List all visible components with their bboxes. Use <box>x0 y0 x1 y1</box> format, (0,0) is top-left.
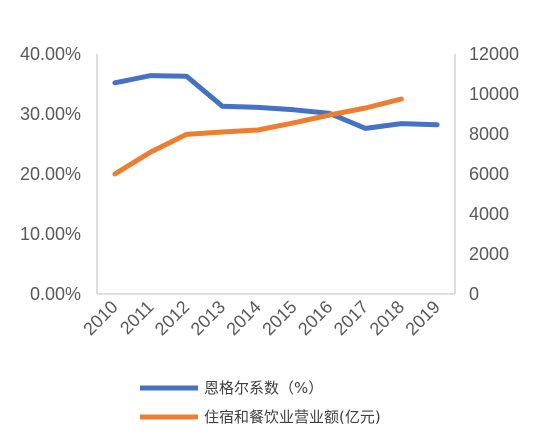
data-point-series-1 <box>365 107 366 109</box>
data-point-series-1 <box>329 114 331 116</box>
data-point-series-1 <box>150 151 152 153</box>
data-point-series-0 <box>293 109 295 111</box>
right-tick-label: 10000 <box>469 84 519 104</box>
data-point-series-0 <box>221 105 223 107</box>
data-point-series-1 <box>400 98 402 100</box>
series-line-0 <box>112 73 440 131</box>
left-tick-labels: 0.00% 10.00% 20.00% 30.00% 40.00% <box>20 44 81 304</box>
left-tick-label: 10.00% <box>20 224 81 244</box>
x-tick-label: 2019 <box>401 297 443 339</box>
right-tick-label: 12000 <box>469 44 519 64</box>
x-tick-label: 2011 <box>116 297 158 339</box>
left-tick-label: 0.00% <box>30 284 81 304</box>
series-line-1 <box>112 96 404 177</box>
series-layer <box>112 73 440 177</box>
x-tick-label: 2016 <box>294 297 336 339</box>
right-tick-label: 6000 <box>469 164 509 184</box>
x-tick-label: 2010 <box>79 297 121 339</box>
data-point-series-0 <box>114 82 116 84</box>
x-tick-label: 2017 <box>330 297 372 339</box>
right-tick-label: 4000 <box>469 204 509 224</box>
data-point-series-0 <box>400 123 402 125</box>
axes <box>96 54 456 295</box>
x-tick-label: 2015 <box>258 297 300 339</box>
data-point-series-1 <box>186 133 187 135</box>
x-tick-label: 2018 <box>366 297 408 339</box>
legend-label-revenue: 住宿和餐饮业营业额(亿元) <box>204 408 381 426</box>
data-point-series-1 <box>114 173 116 175</box>
data-point-series-0 <box>365 127 366 129</box>
right-tick-label: 8000 <box>469 124 509 144</box>
data-point-series-0 <box>150 75 152 77</box>
data-point-series-0 <box>186 75 187 77</box>
left-tick-label: 20.00% <box>20 164 81 184</box>
data-point-series-0 <box>436 124 438 126</box>
right-tick-label: 2000 <box>469 244 509 264</box>
legend-label-engel: 恩格尔系数（%） <box>204 379 323 397</box>
x-tick-label: 2013 <box>187 297 229 339</box>
data-point-series-1 <box>257 129 259 131</box>
right-tick-label: 0 <box>469 284 479 304</box>
x-tick-label: 2012 <box>151 297 193 339</box>
data-point-series-1 <box>293 122 295 124</box>
data-point-series-1 <box>221 131 223 133</box>
data-point-series-0 <box>257 106 259 108</box>
left-tick-label: 30.00% <box>20 104 81 124</box>
left-tick-label: 40.00% <box>20 44 81 64</box>
legend: 恩格尔系数（%） 住宿和餐饮业营业额(亿元) <box>140 379 381 426</box>
x-tick-label: 2014 <box>222 297 264 339</box>
right-tick-labels: 0 2000 4000 6000 8000 10000 12000 <box>469 44 519 304</box>
